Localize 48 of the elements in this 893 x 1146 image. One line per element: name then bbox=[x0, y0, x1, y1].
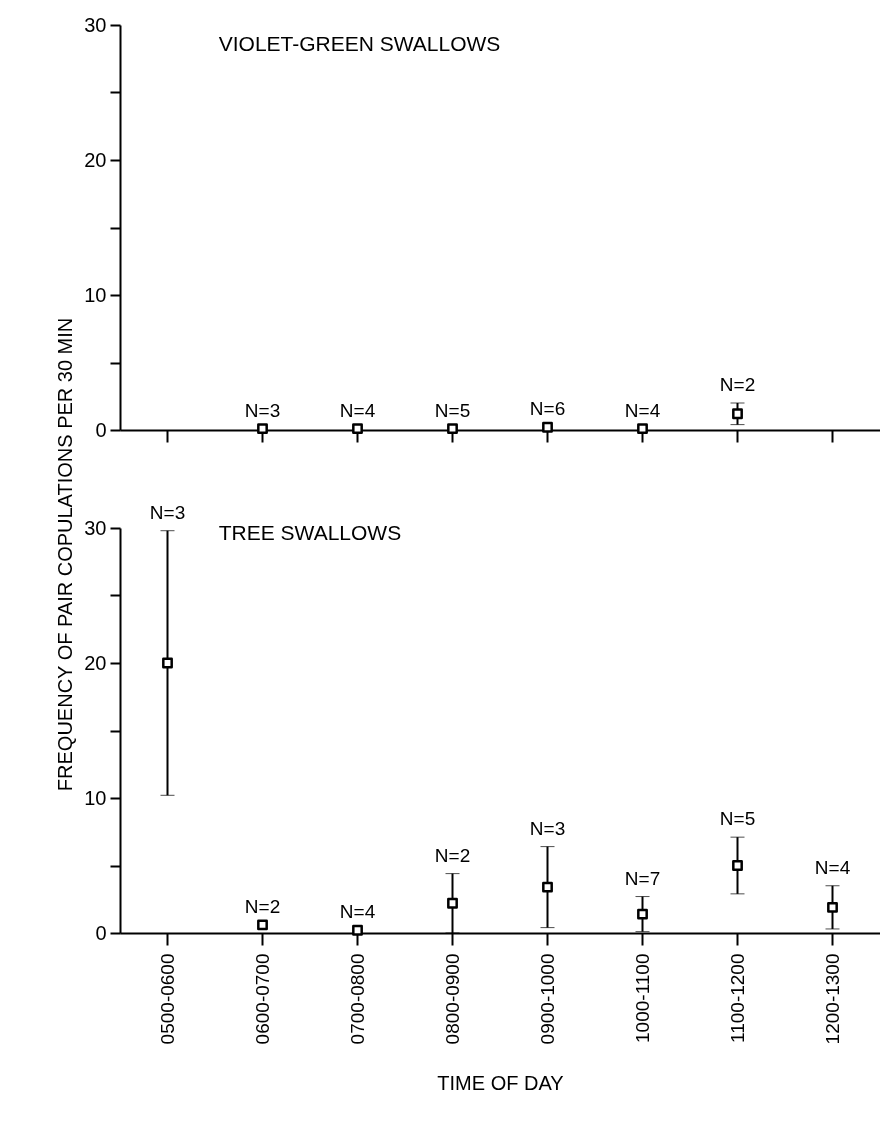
y-axis-title: FREQUENCY OF PAIR COPULATIONS PER 30 MIN bbox=[53, 317, 76, 792]
y-tick-label: 10 bbox=[84, 786, 107, 809]
point bbox=[352, 423, 363, 435]
x-axis-title: TIME OF DAY bbox=[437, 1072, 564, 1095]
point bbox=[257, 919, 268, 931]
annotation: N=7 bbox=[624, 867, 661, 889]
chart-title: TREE SWALLOWS bbox=[218, 520, 402, 544]
x-tick-label: 0900-1000 bbox=[536, 953, 558, 1045]
y-tick-label: 20 bbox=[84, 651, 107, 674]
annotation: N=3 bbox=[529, 817, 566, 839]
y-tick-label: 0 bbox=[95, 921, 107, 944]
annotation: N=2 bbox=[719, 374, 756, 395]
point bbox=[257, 423, 268, 435]
point bbox=[352, 924, 363, 936]
chart-title: VIOLET-GREEN SWALLOWS bbox=[218, 32, 501, 55]
annotation: N=4 bbox=[339, 901, 376, 923]
annotation: N=5 bbox=[434, 399, 471, 421]
annotation: N=2 bbox=[434, 844, 471, 866]
point bbox=[732, 408, 743, 420]
point bbox=[542, 881, 553, 893]
point bbox=[447, 897, 458, 909]
point bbox=[542, 421, 553, 433]
x-tick-label: 0500-0600 bbox=[156, 953, 178, 1045]
x-tick-label: 0600-0700 bbox=[251, 953, 273, 1045]
x-tick-label: 1100-1200 bbox=[726, 953, 748, 1043]
y-tick-label: 30 bbox=[84, 13, 107, 36]
annotation: N=3 bbox=[244, 399, 281, 421]
x-tick-label: 0700-0800 bbox=[346, 953, 368, 1045]
y-tick-label: 20 bbox=[84, 148, 107, 171]
annotation: N=4 bbox=[814, 856, 851, 878]
point bbox=[637, 423, 648, 435]
y-tick-label: 0 bbox=[95, 418, 107, 441]
point bbox=[637, 908, 648, 920]
annotation: N=2 bbox=[244, 895, 281, 917]
point bbox=[732, 860, 743, 871]
annotation: N=3 bbox=[149, 501, 186, 523]
annotation: N=6 bbox=[529, 398, 566, 420]
point bbox=[162, 657, 173, 669]
x-tick-label: 1000-1100 bbox=[631, 953, 653, 1043]
x-tick-label: 1200-1300 bbox=[821, 953, 843, 1045]
annotation: N=5 bbox=[719, 808, 756, 830]
point bbox=[447, 423, 458, 435]
annotation: N=4 bbox=[339, 399, 376, 421]
x-tick-label: 0800-0900 bbox=[441, 953, 463, 1045]
y-tick-label: 30 bbox=[84, 516, 107, 539]
point bbox=[827, 901, 838, 913]
y-tick-label: 10 bbox=[84, 283, 107, 306]
annotation: N=4 bbox=[624, 399, 661, 421]
